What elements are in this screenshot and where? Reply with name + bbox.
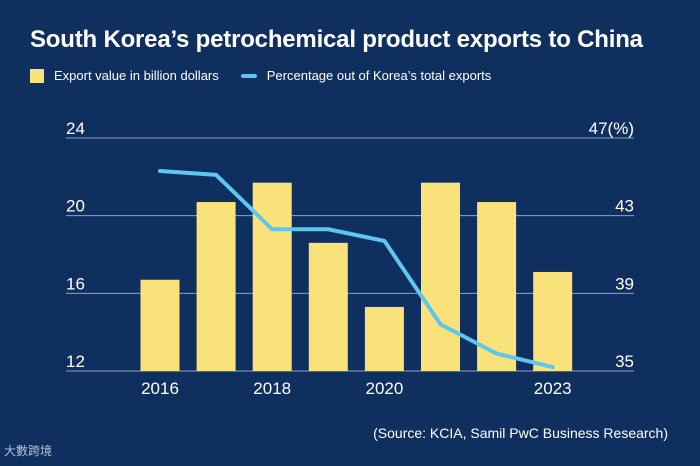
x-tick-label: 2023 [534, 379, 572, 398]
legend-bar-label: Export value in billion dollars [54, 68, 219, 83]
line-series [158, 169, 555, 370]
x-tick-label: 2018 [253, 379, 291, 398]
bar [140, 279, 180, 371]
bar [308, 242, 348, 371]
legend-bar-swatch [30, 68, 44, 83]
bar [533, 271, 573, 371]
y-left-tick-label: 24 [66, 119, 85, 138]
bar [421, 182, 460, 371]
y-right-tick-label: 47(%) [589, 119, 634, 138]
source-note: (Source: KCIA, Samil PwC Business Resear… [373, 425, 668, 441]
x-tick-label: 2016 [141, 379, 179, 398]
y-right-tick-label: 39 [615, 274, 634, 293]
y-left-tick-label: 16 [66, 274, 85, 293]
legend-line-swatch [240, 73, 257, 78]
chart-title: South Korea’s petrochemical product expo… [30, 26, 643, 53]
y-right-tick-label: 35 [615, 352, 634, 371]
y-right-tick-label: 43 [615, 197, 634, 216]
legend: Export value in billion dollars Percenta… [30, 68, 491, 83]
x-tick-label: 2020 [365, 379, 403, 398]
bar [252, 182, 292, 371]
legend-line-label: Percentage out of Korea’s total exports [266, 68, 492, 83]
watermark-logo: 大數跨境 [4, 444, 53, 458]
y-left-tick-label: 20 [66, 197, 85, 216]
bar [196, 202, 236, 371]
bar [364, 306, 404, 371]
bar [477, 202, 517, 371]
y-left-tick-label: 12 [66, 352, 85, 371]
